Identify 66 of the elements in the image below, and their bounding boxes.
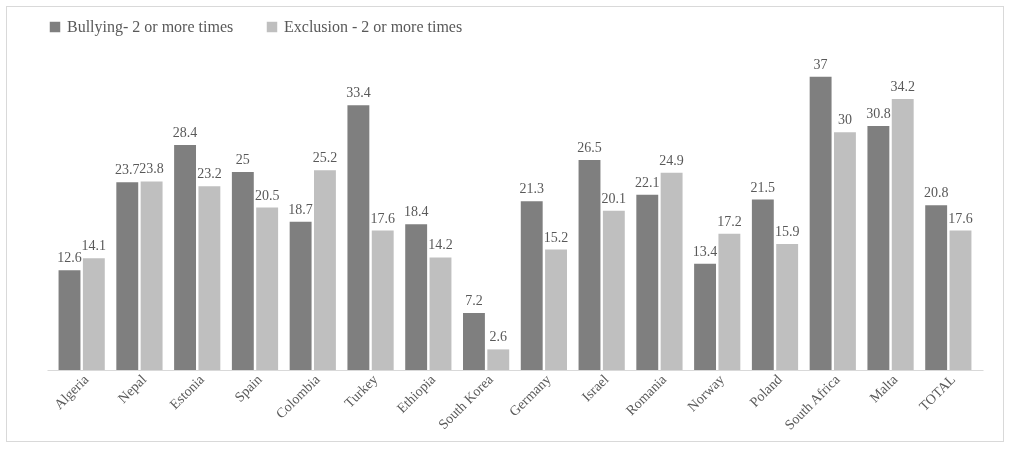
data-label: 37 [813, 56, 828, 72]
data-label: 25 [235, 151, 250, 167]
data-label: 17.6 [370, 210, 395, 226]
data-label: 17.6 [948, 210, 973, 226]
bar [891, 98, 914, 370]
bar [116, 182, 139, 370]
data-label: 30 [837, 112, 852, 128]
bar [58, 270, 81, 370]
bar [140, 181, 163, 370]
bar [313, 170, 336, 370]
bar [463, 312, 485, 370]
bar [520, 201, 543, 370]
data-label: 17.2 [717, 213, 742, 229]
bar [429, 257, 452, 370]
data-label: 2.6 [489, 329, 508, 345]
data-label: 23.8 [139, 161, 164, 177]
bar [949, 230, 972, 370]
data-label: 30.8 [866, 105, 891, 121]
bar [231, 171, 254, 370]
bar [545, 249, 567, 370]
data-label: 7.2 [465, 292, 483, 308]
data-label: 15.2 [543, 229, 569, 245]
data-label: 14.2 [428, 237, 453, 253]
data-label: 20.8 [923, 185, 949, 201]
data-label: 21.5 [750, 179, 776, 195]
legend-label: Exclusion - 2 or more times [284, 18, 463, 35]
data-label: 18.7 [288, 201, 313, 217]
bar [694, 263, 717, 370]
data-label: 33.4 [346, 85, 371, 101]
data-label: 20.1 [601, 190, 627, 206]
data-label: 13.4 [692, 243, 718, 259]
bar [602, 210, 625, 370]
data-label: 14.1 [81, 238, 107, 254]
data-label: 24.9 [659, 152, 684, 168]
bar [371, 230, 394, 370]
bar [833, 132, 856, 370]
data-label: 18.4 [403, 204, 429, 220]
data-label: 20.5 [254, 187, 280, 203]
data-label: 12.6 [57, 250, 82, 266]
bar [256, 207, 279, 370]
data-label: 23.2 [197, 166, 222, 182]
bar [636, 194, 659, 370]
data-label: 34.2 [890, 78, 915, 94]
data-label: 15.9 [774, 223, 800, 239]
bar [174, 144, 197, 370]
data-label: 25.2 [312, 150, 338, 166]
bar [347, 105, 370, 370]
bar [578, 159, 601, 370]
bar [405, 224, 428, 370]
legend-label: Bullying- 2 or more times [67, 18, 234, 36]
data-label: 22.1 [635, 174, 660, 190]
bar [751, 199, 774, 370]
bar [776, 243, 799, 370]
data-label: 23.7 [115, 162, 140, 178]
bar [487, 349, 510, 370]
data-label: 21.3 [519, 181, 544, 197]
bar [198, 186, 221, 370]
bar [289, 221, 312, 370]
bar [82, 258, 105, 370]
bar [718, 233, 741, 370]
data-label: 28.4 [172, 124, 198, 140]
bar [809, 76, 832, 370]
bar [925, 205, 948, 370]
bar [867, 125, 890, 370]
data-label: 26.5 [577, 139, 602, 155]
bar [660, 172, 683, 370]
